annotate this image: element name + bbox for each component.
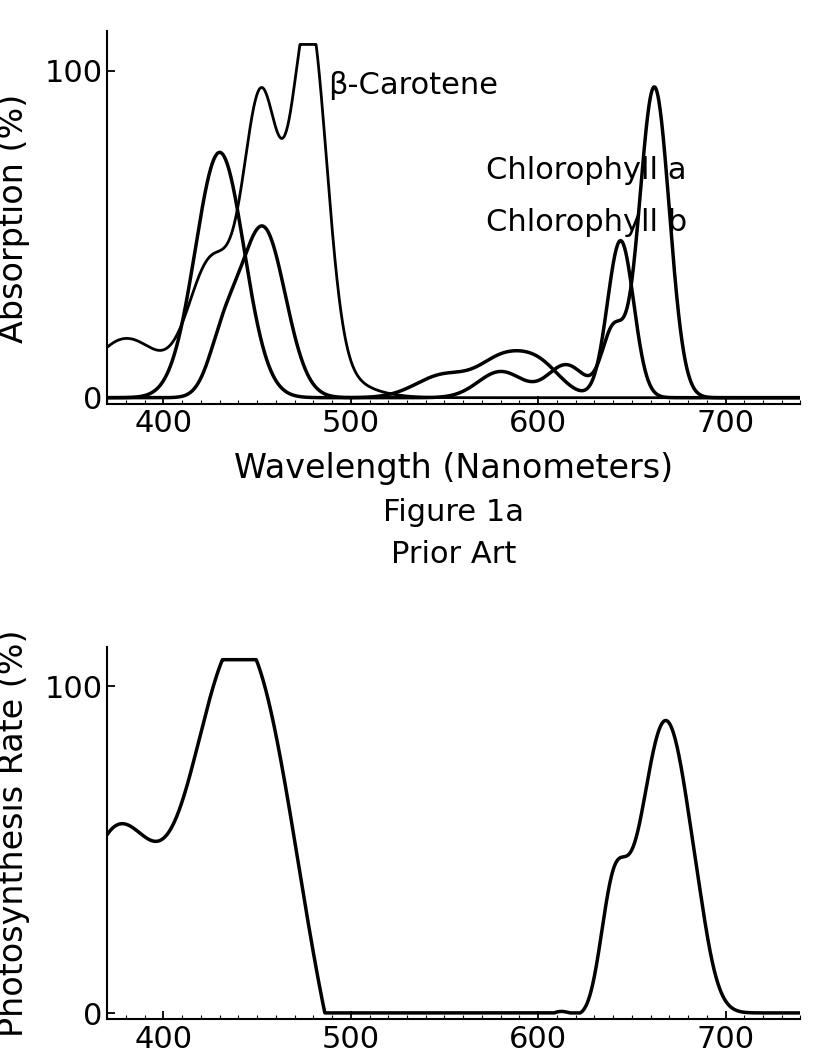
Text: Figure 1a
Prior Art: Figure 1a Prior Art — [384, 497, 524, 570]
Text: Chlorophyll b: Chlorophyll b — [486, 208, 686, 238]
Y-axis label: Absorption (%): Absorption (%) — [0, 94, 31, 343]
Text: β-Carotene: β-Carotene — [328, 70, 498, 100]
Y-axis label: Photosynthesis Rate (%): Photosynthesis Rate (%) — [0, 630, 31, 1036]
Text: Chlorophyll a: Chlorophyll a — [486, 156, 686, 185]
X-axis label: Wavelength (Nanometers): Wavelength (Nanometers) — [234, 452, 673, 486]
